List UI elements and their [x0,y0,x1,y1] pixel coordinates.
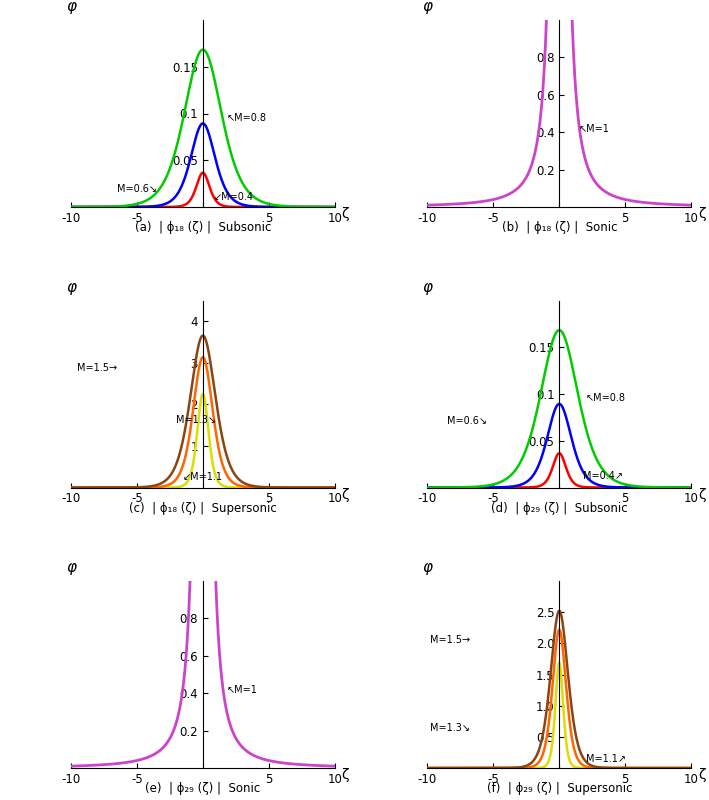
Y-axis label: φ: φ [66,0,76,14]
X-axis label: ζ: ζ [698,768,705,782]
Y-axis label: φ: φ [423,280,432,295]
Y-axis label: φ: φ [66,560,76,575]
X-axis label: ζ: ζ [698,487,705,502]
X-axis label: ζ: ζ [698,207,705,221]
Text: ↙M=0.4: ↙M=0.4 [213,191,253,202]
Text: M=0.6↘: M=0.6↘ [117,184,157,194]
Text: M=1.1↗: M=1.1↗ [586,754,625,764]
X-axis label: ζ: ζ [342,768,350,782]
Text: ↖M=0.8: ↖M=0.8 [586,394,625,403]
Text: (c)  | ϕ₁₈ (ζ) |  Supersonic: (c) | ϕ₁₈ (ζ) | Supersonic [129,502,277,515]
Text: (d)  | ϕ₂₉ (ζ) |  Subsonic: (d) | ϕ₂₉ (ζ) | Subsonic [491,502,627,515]
Text: M=1.3↘: M=1.3↘ [430,722,470,733]
Text: M=1.3↘: M=1.3↘ [177,415,216,425]
X-axis label: ζ: ζ [342,487,350,502]
Y-axis label: φ: φ [66,280,76,295]
Text: M=1.5→: M=1.5→ [430,635,470,646]
Text: (e)  | ϕ₂₉ (ζ) |  Sonic: (e) | ϕ₂₉ (ζ) | Sonic [145,782,260,795]
Text: ↙M=1.1: ↙M=1.1 [183,472,223,482]
Text: (f)  | ϕ₂₉ (ζ) |  Supersonic: (f) | ϕ₂₉ (ζ) | Supersonic [486,782,632,795]
Text: ↖M=1: ↖M=1 [227,685,257,695]
Text: M=0.4↗: M=0.4↗ [583,471,623,481]
Text: ↖M=0.8: ↖M=0.8 [227,113,267,123]
Y-axis label: φ: φ [423,560,432,575]
Text: ↖M=1: ↖M=1 [579,124,610,134]
Text: (b)  | ϕ₁₈ (ζ) |  Sonic: (b) | ϕ₁₈ (ζ) | Sonic [501,222,617,234]
Y-axis label: φ: φ [423,0,432,14]
Text: M=1.5→: M=1.5→ [77,363,118,373]
Text: M=0.6↘: M=0.6↘ [447,416,487,426]
Text: (a)  | ϕ₁₈ (ζ) |  Subsonic: (a) | ϕ₁₈ (ζ) | Subsonic [135,222,271,234]
X-axis label: ζ: ζ [342,207,350,221]
